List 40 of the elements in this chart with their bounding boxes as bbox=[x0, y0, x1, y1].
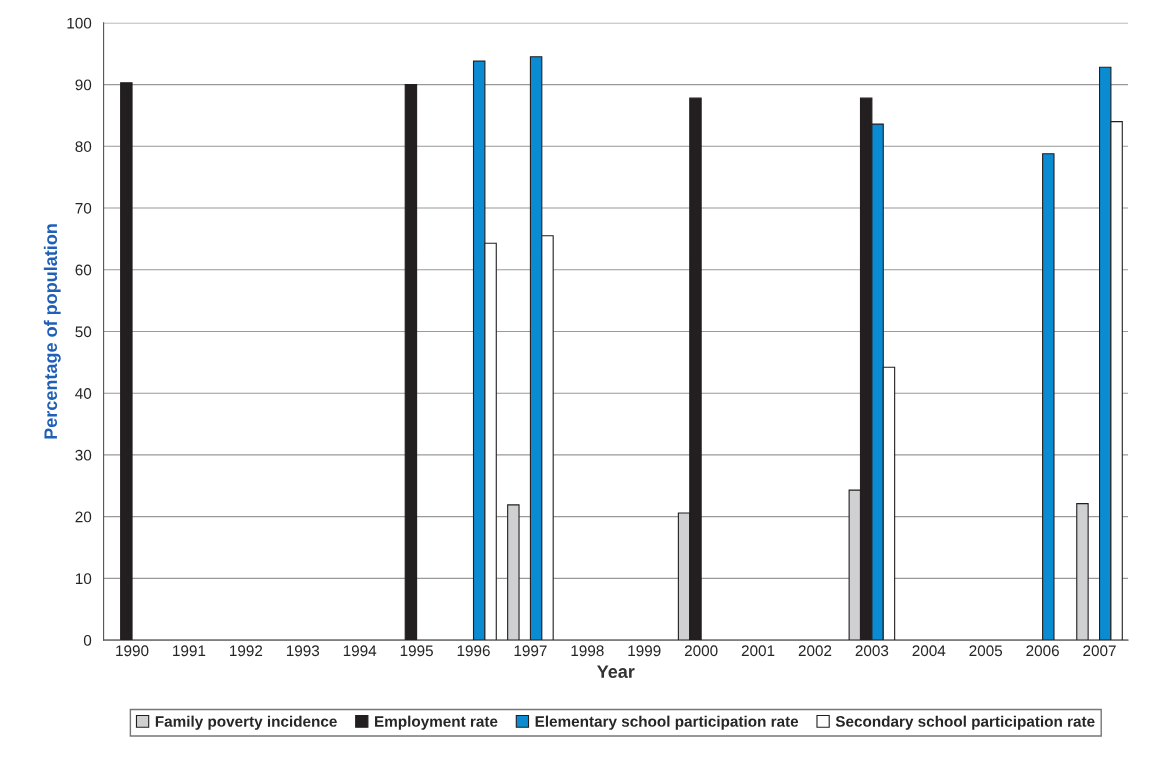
x-tick-label: 1992 bbox=[230, 645, 263, 657]
x-tick-label: 2001 bbox=[741, 645, 775, 657]
legend-label: Employment rate bbox=[375, 715, 498, 730]
y-axis-title: Percentage of population bbox=[43, 224, 61, 439]
y-tick-label: 0 bbox=[83, 634, 92, 646]
x-tick-label: 1993 bbox=[286, 645, 320, 657]
legend-label: Elementary school participation rate bbox=[535, 715, 799, 730]
bar bbox=[1042, 153, 1055, 641]
y-tick-label: 30 bbox=[75, 449, 92, 461]
y-tick-label: 60 bbox=[75, 264, 92, 276]
y-tick-label: 10 bbox=[75, 573, 92, 585]
x-tick-label: 2007 bbox=[1083, 645, 1116, 657]
x-tick-label: 1998 bbox=[571, 645, 604, 657]
y-tick-label: 40 bbox=[75, 388, 92, 399]
x-tick-label: 2005 bbox=[969, 645, 1003, 657]
x-tick-label: 1999 bbox=[628, 645, 661, 657]
x-tick-label: 2002 bbox=[798, 645, 832, 657]
legend-label: Secondary school participation rate bbox=[835, 715, 1095, 730]
x-tick-label: 1994 bbox=[343, 645, 377, 657]
y-tick-label: 100 bbox=[67, 17, 92, 29]
x-tick-label: 2003 bbox=[855, 645, 889, 657]
y-tick-label: 70 bbox=[75, 202, 92, 214]
bar bbox=[507, 504, 520, 641]
x-tick-label: 2004 bbox=[912, 645, 946, 657]
x-tick-label: 2006 bbox=[1026, 645, 1059, 657]
x-tick-label: 1995 bbox=[400, 645, 433, 657]
bar bbox=[120, 82, 133, 641]
y-tick-label: 20 bbox=[75, 511, 92, 523]
y-tick-label: 80 bbox=[75, 141, 92, 152]
y-tick-label: 50 bbox=[75, 326, 92, 338]
y-tick-label: 90 bbox=[75, 79, 92, 91]
x-tick-label: 1991 bbox=[173, 645, 206, 657]
x-tick-label: 1996 bbox=[457, 645, 490, 657]
x-tick-label: 1997 bbox=[514, 645, 547, 657]
x-tick-label: 1990 bbox=[116, 645, 149, 657]
bar bbox=[404, 84, 418, 641]
x-axis-title: Year bbox=[597, 665, 635, 678]
x-tick-label: 2000 bbox=[684, 645, 718, 657]
legend-label: Family poverty incidence bbox=[155, 715, 337, 730]
bar bbox=[1076, 503, 1089, 641]
